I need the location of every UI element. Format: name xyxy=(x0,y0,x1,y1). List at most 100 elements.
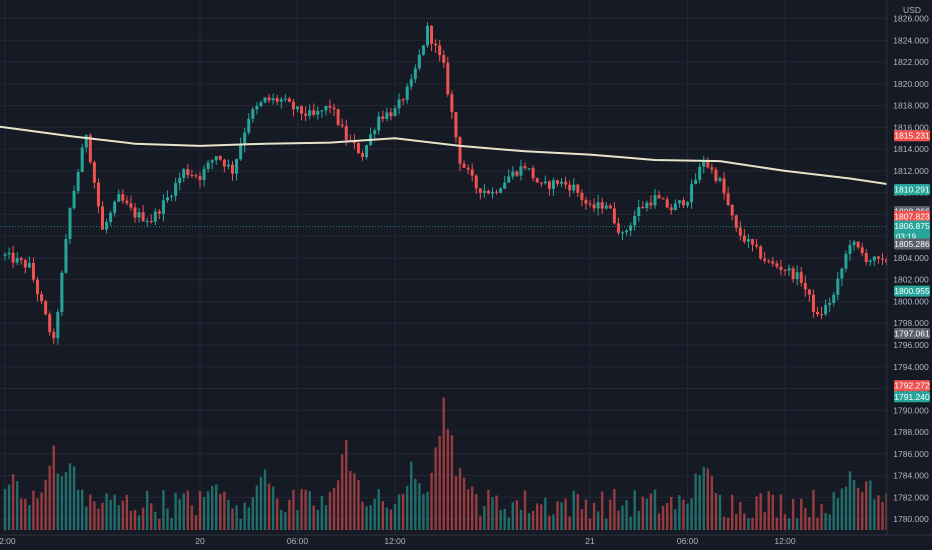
candle-body[interactable] xyxy=(515,171,519,176)
candle-body[interactable] xyxy=(657,195,661,199)
candle-body[interactable] xyxy=(706,161,710,168)
candle-body[interactable] xyxy=(547,181,551,189)
candle-body[interactable] xyxy=(296,106,299,110)
candle-body[interactable] xyxy=(564,181,568,185)
candle-body[interactable] xyxy=(40,294,44,302)
candle-body[interactable] xyxy=(336,109,340,125)
candle-body[interactable] xyxy=(186,169,190,176)
candle-body[interactable] xyxy=(426,25,429,46)
candle-body[interactable] xyxy=(832,294,836,303)
candle-body[interactable] xyxy=(255,106,259,110)
candle-body[interactable] xyxy=(239,145,243,160)
candle-body[interactable] xyxy=(105,222,109,230)
candle-body[interactable] xyxy=(840,268,844,279)
candle-body[interactable] xyxy=(820,314,824,316)
candle-body[interactable] xyxy=(661,198,665,200)
candle-body[interactable] xyxy=(198,176,202,181)
candle-body[interactable] xyxy=(543,181,547,184)
candle-body[interactable] xyxy=(751,239,754,245)
candle-body[interactable] xyxy=(356,143,360,154)
candle-body[interactable] xyxy=(206,162,210,169)
candle-body[interactable] xyxy=(361,153,364,158)
moving-average-path[interactable] xyxy=(0,125,932,216)
candle-body[interactable] xyxy=(576,184,580,193)
candle-body[interactable] xyxy=(101,206,104,230)
candle-body[interactable] xyxy=(194,175,198,177)
candle-body[interactable] xyxy=(665,199,669,208)
candle-body[interactable] xyxy=(495,191,499,193)
candle-body[interactable] xyxy=(129,203,133,208)
candle-body[interactable] xyxy=(166,197,169,201)
candle-body[interactable] xyxy=(324,105,328,111)
candle-body[interactable] xyxy=(677,200,681,204)
candle-body[interactable] xyxy=(649,202,653,206)
candle-body[interactable] xyxy=(738,227,742,236)
candle-body[interactable] xyxy=(795,272,799,280)
candle-body[interactable] xyxy=(486,190,490,194)
candle-body[interactable] xyxy=(690,183,694,203)
candle-body[interactable] xyxy=(430,25,434,44)
candle-body[interactable] xyxy=(413,68,417,80)
candle-body[interactable] xyxy=(698,166,702,180)
candle-body[interactable] xyxy=(710,167,714,170)
candle-body[interactable] xyxy=(454,112,458,138)
candle-body[interactable] xyxy=(304,113,308,116)
candle-body[interactable] xyxy=(872,256,876,261)
candle-body[interactable] xyxy=(746,239,750,242)
candle-body[interactable] xyxy=(149,221,153,223)
candle-body[interactable] xyxy=(681,200,685,206)
candle-body[interactable] xyxy=(153,211,157,222)
candle-body[interactable] xyxy=(482,190,486,193)
candle-body[interactable] xyxy=(60,272,64,313)
candle-body[interactable] xyxy=(320,110,324,112)
candle-body[interactable] xyxy=(608,205,612,209)
candle-body[interactable] xyxy=(450,94,454,113)
candle-body[interactable] xyxy=(48,314,52,332)
candle-body[interactable] xyxy=(438,45,442,56)
candle-body[interactable] xyxy=(807,289,811,295)
candle-body[interactable] xyxy=(584,199,588,204)
candle-body[interactable] xyxy=(755,244,759,247)
candle-body[interactable] xyxy=(799,272,803,283)
candle-body[interactable] xyxy=(507,176,511,183)
candle-body[interactable] xyxy=(80,147,84,173)
candle-body[interactable] xyxy=(596,202,600,209)
candle-body[interactable] xyxy=(316,110,320,115)
candle-body[interactable] xyxy=(621,232,624,234)
candle-body[interactable] xyxy=(68,208,72,240)
candle-body[interactable] xyxy=(535,178,539,183)
candle-body[interactable] xyxy=(417,54,421,69)
candle-body[interactable] xyxy=(96,182,100,207)
candle-body[interactable] xyxy=(157,211,161,214)
candle-body[interactable] xyxy=(279,99,283,102)
candle-body[interactable] xyxy=(775,263,779,267)
candle-body[interactable] xyxy=(653,195,657,206)
candle-body[interactable] xyxy=(401,99,405,101)
candle-body[interactable] xyxy=(72,190,76,209)
candle-body[interactable] xyxy=(478,188,482,193)
candle-body[interactable] xyxy=(178,177,182,184)
candle-body[interactable] xyxy=(466,167,470,170)
candle-body[interactable] xyxy=(836,278,840,295)
candle-body[interactable] xyxy=(791,268,795,280)
candle-body[interactable] xyxy=(141,212,145,222)
candle-body[interactable] xyxy=(340,124,344,127)
candle-body[interactable] xyxy=(15,257,19,263)
candle-body[interactable] xyxy=(121,194,125,201)
candle-body[interactable] xyxy=(117,194,121,202)
candle-body[interactable] xyxy=(637,207,641,217)
candle-body[interactable] xyxy=(669,207,673,211)
candle-body[interactable] xyxy=(551,180,555,189)
candle-body[interactable] xyxy=(218,156,222,160)
candle-body[interactable] xyxy=(730,204,734,216)
time-axis[interactable]: 12:002006:0012:002106:0012:002206:0012:0… xyxy=(0,534,932,550)
candle-body[interactable] xyxy=(283,98,287,100)
candle-body[interactable] xyxy=(84,135,88,148)
candle-body[interactable] xyxy=(88,135,92,163)
candle-body[interactable] xyxy=(876,256,880,259)
candle-body[interactable] xyxy=(779,266,783,270)
candle-body[interactable] xyxy=(816,311,819,315)
candle-body[interactable] xyxy=(568,184,572,191)
candle-body[interactable] xyxy=(462,163,466,168)
candle-body[interactable] xyxy=(616,223,620,233)
